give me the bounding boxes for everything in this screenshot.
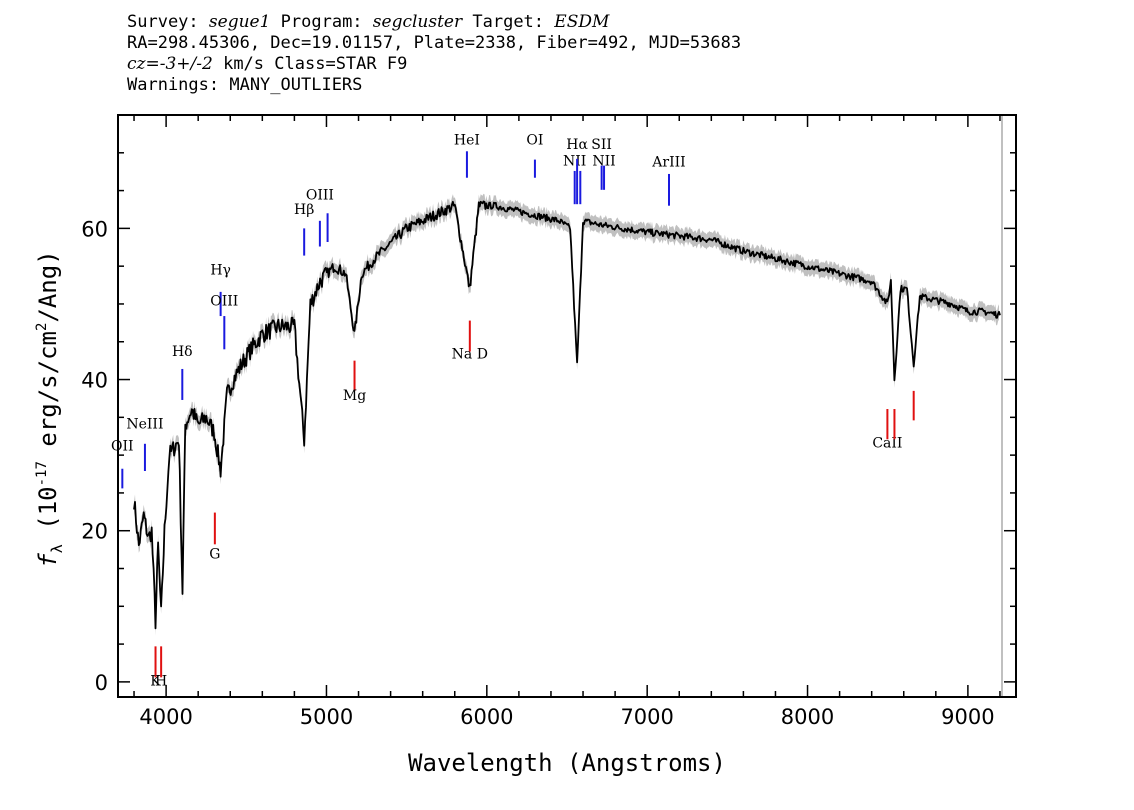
y-tick-label: 40 [81, 369, 108, 393]
header-line-warnings: Warnings: MANY_OUTLIERS [127, 75, 363, 95]
x-tick-label: 4000 [139, 705, 192, 729]
line-label: Mg [343, 388, 366, 404]
header-line-coordinates: RA=298.45306, Dec=19.01157, Plate=2338, … [127, 33, 742, 53]
line-label: ArIII [651, 154, 685, 170]
x-axis-label: Wavelength (Angstroms) [408, 749, 726, 777]
line-label: NII [563, 154, 586, 170]
line-label: NII [592, 154, 615, 170]
header-line-survey: Survey: segue1 Program: segcluster Targe… [127, 12, 610, 32]
y-tick-label: 60 [81, 217, 108, 241]
line-label: NeIII [126, 417, 163, 433]
line-label: CaII [872, 436, 902, 452]
line-label: SII [591, 137, 612, 153]
y-tick-label: 20 [81, 520, 108, 544]
header-line-redshift: cz=-3+/-2 km/s Class=STAR F9 [127, 54, 408, 74]
plot-frame [117, 114, 1017, 698]
x-tick-label: 7000 [620, 705, 673, 729]
x-tick-label: 9000 [941, 705, 994, 729]
y-axis-label: fλ (10-17 erg/s/cm2/Ang) [34, 250, 66, 567]
spectrum-header: Survey: segue1 Program: segcluster Targe… [127, 12, 741, 96]
line-label: Hα [566, 137, 588, 153]
line-label: HeI [454, 132, 480, 148]
y-tick-label: 0 [95, 671, 108, 695]
error-band [134, 193, 999, 636]
line-label: Na D [452, 346, 488, 362]
line-label: G [209, 547, 220, 563]
x-tick-label: 5000 [300, 705, 353, 729]
line-label: OI [526, 132, 543, 148]
line-label: H [155, 674, 167, 690]
spectrum-line [133, 200, 1001, 630]
line-label: OII [111, 439, 134, 455]
line-label: Hγ [210, 262, 231, 278]
line-label: Hδ [172, 344, 193, 360]
x-tick-label: 6000 [460, 705, 513, 729]
line-label: OIII [306, 188, 334, 204]
line-label: OIII [210, 293, 238, 309]
x-tick-label: 8000 [781, 705, 834, 729]
line-label: K [150, 674, 161, 690]
line-label: Hβ [294, 202, 314, 218]
